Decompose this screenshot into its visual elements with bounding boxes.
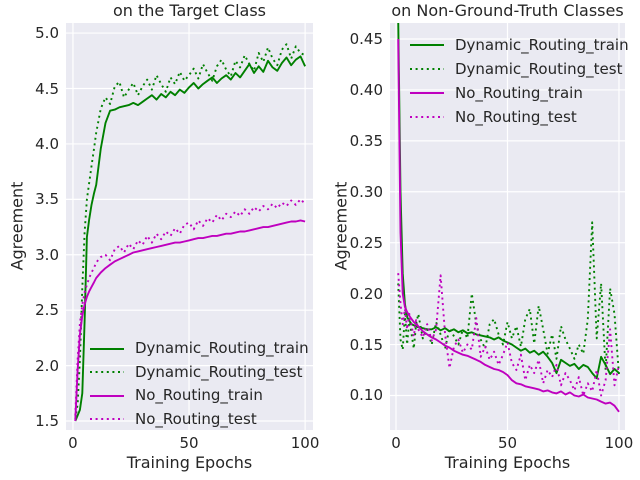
y-tick-label-left: 1.5 [35, 412, 59, 431]
y-tick-label-left: 2.5 [35, 301, 59, 320]
y-tick-label-right: 0.20 [349, 284, 383, 303]
y-tick-label-left: 5.0 [35, 24, 59, 43]
y-tick-label-left: 4.5 [35, 79, 59, 98]
y-tick-label-right: 0.45 [349, 29, 383, 48]
legend-left: Dynamic_Routing_train Dynamic_Routing_tes… [90, 337, 309, 431]
x-tick-label-left: 0 [68, 434, 78, 452]
legend-item-Dynamic_Routing_test: Dynamic_Routing_test [410, 57, 629, 81]
plot-title-non-ground-truth: on Non-Ground-Truth Classes [391, 1, 624, 20]
x-tick-label-right: 0 [391, 434, 401, 452]
legend-swatch-solid-icon [90, 394, 124, 397]
x-tick-label-right: 100 [604, 434, 634, 452]
y-tick-label-right: 0.30 [349, 182, 383, 201]
legend-item-No_Routing_test: No_Routing_test [410, 105, 629, 129]
legend-label: Dynamic_Routing_train [135, 339, 309, 358]
plot-title-target-class: on the Target Class [112, 1, 267, 20]
legend-label: No_Routing_train [135, 386, 263, 405]
y-tick-label-right: 0.15 [349, 335, 383, 354]
legend-swatch-solid-icon [90, 347, 124, 350]
legend-label: No_Routing_train [455, 83, 583, 102]
legend-swatch-dotted-icon [90, 418, 124, 421]
y-tick-label-left: 4.0 [35, 134, 59, 153]
legend-item-Dynamic_Routing_test: Dynamic_Routing_test [90, 361, 309, 385]
x-tick-label-left: 100 [290, 434, 320, 452]
legend-item-No_Routing_train: No_Routing_train [90, 384, 309, 408]
legend-item-No_Routing_test: No_Routing_test [90, 408, 309, 432]
plot-area-right [390, 23, 625, 430]
plot-area-left [66, 23, 313, 430]
legend-item-Dynamic_Routing_train: Dynamic_Routing_train [410, 33, 629, 57]
y-tick-label-right: 0.25 [349, 233, 383, 252]
legend-label: No_Routing_test [455, 107, 577, 126]
x-axis-label-right: Training Epochs [444, 453, 571, 472]
legend-item-Dynamic_Routing_train: Dynamic_Routing_train [90, 337, 309, 361]
legend-label: Dynamic_Routing_test [455, 59, 623, 78]
legend-swatch-dotted-icon [410, 116, 444, 118]
series-line-No_Routing_test [397, 273, 620, 397]
legend-swatch-solid-icon [410, 44, 444, 46]
series-line-Dynamic_Routing_test [397, 221, 620, 376]
x-axis-label-left: Training Epochs [126, 453, 253, 472]
legend-label: Dynamic_Routing_train [455, 35, 629, 54]
series-line-Dynamic_Routing_test [74, 43, 306, 419]
y-tick-label-right: 0.35 [349, 131, 383, 150]
y-tick-label-right: 0.40 [349, 80, 383, 99]
series-line-No_Routing_train [397, 38, 620, 413]
y-tick-label-left: 3.5 [35, 190, 59, 209]
series-line-No_Routing_test [74, 198, 306, 416]
legend-swatch-dotted-icon [410, 68, 444, 70]
series-line-No_Routing_train [74, 219, 306, 422]
legend-swatch-solid-icon [410, 92, 444, 94]
legend-item-No_Routing_train: No_Routing_train [410, 81, 629, 105]
y-tick-label-left: 3.0 [35, 245, 59, 264]
x-tick-label-left: 50 [179, 434, 199, 452]
legend-label: No_Routing_test [135, 409, 257, 428]
x-tick-label-right: 50 [497, 434, 518, 452]
y-tick-label-left: 2.0 [35, 356, 59, 375]
legend-right: Dynamic_Routing_train Dynamic_Routing_tes… [410, 33, 629, 129]
y-tick-label-right: 0.10 [349, 386, 383, 405]
legend-label: Dynamic_Routing_test [135, 362, 303, 381]
legend-swatch-dotted-icon [90, 371, 124, 374]
series-line-Dynamic_Routing_train [74, 55, 306, 422]
